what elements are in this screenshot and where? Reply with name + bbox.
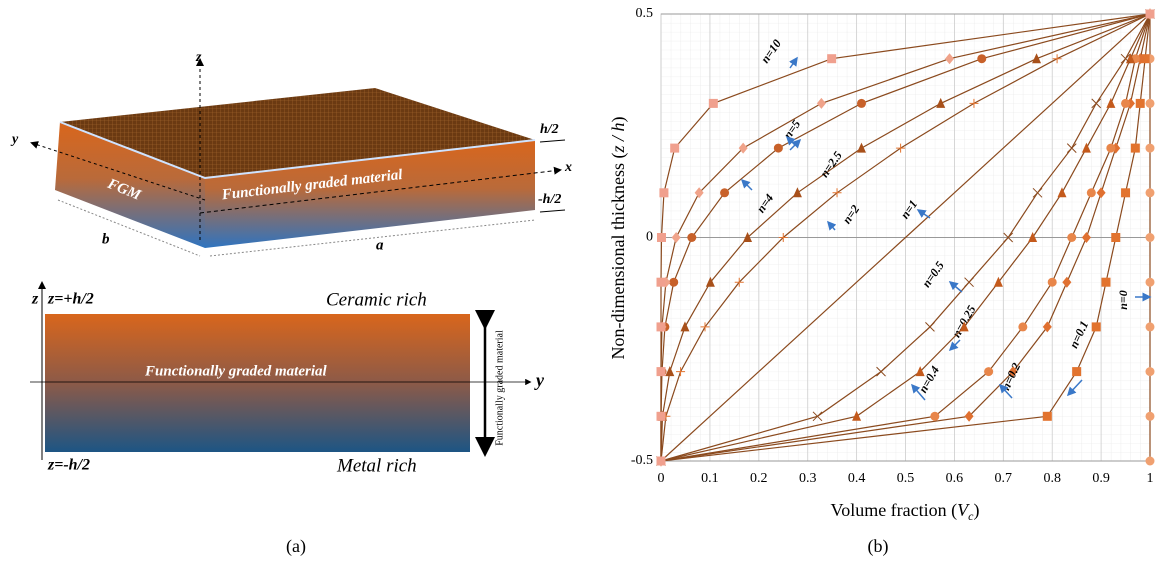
point	[930, 412, 939, 421]
point	[1067, 233, 1076, 242]
x-tick-label: 1	[1147, 471, 1154, 486]
point	[1146, 412, 1155, 421]
point	[1146, 322, 1155, 331]
point	[1146, 233, 1155, 242]
point	[1146, 99, 1155, 108]
point	[669, 278, 678, 287]
point	[774, 144, 783, 153]
tick	[540, 140, 565, 142]
point	[1072, 367, 1081, 376]
point	[1146, 10, 1155, 19]
series-label: n=0	[1116, 290, 1130, 310]
section: z z=+h/2 Ceramic rich Functionally grade…	[30, 283, 545, 476]
point	[1146, 457, 1155, 466]
y-label-close: )	[608, 117, 629, 123]
chart: Volume fraction (Vc) Non-dimensional thi…	[608, 6, 1154, 523]
point	[709, 99, 718, 108]
point	[657, 412, 666, 421]
y-label-symbol: z / h	[608, 123, 628, 154]
point	[1106, 144, 1115, 153]
label: Functionally graded material	[494, 330, 505, 446]
label: z=-h/2	[47, 457, 90, 474]
point	[977, 54, 986, 63]
x-tick-label: 0.5	[897, 471, 915, 486]
y-tick-label: 0	[646, 230, 653, 245]
point	[670, 144, 679, 153]
point	[1146, 367, 1155, 376]
x-tick-label: 0.9	[1092, 471, 1110, 486]
label: y	[534, 370, 545, 390]
point	[1146, 188, 1155, 197]
point	[1048, 278, 1057, 287]
x-tick-label: 0.1	[701, 471, 719, 486]
section-block	[45, 314, 470, 452]
label: b	[102, 231, 110, 247]
x-label-text: Volume fraction (	[831, 500, 958, 521]
point	[1092, 322, 1101, 331]
x-tick-label: 0	[658, 471, 665, 486]
point	[1111, 233, 1120, 242]
point	[1146, 144, 1155, 153]
label: a	[376, 237, 384, 253]
point	[687, 233, 696, 242]
label: z	[31, 291, 39, 308]
figure: z y x h/2 -h/2 FGM Functionally graded m…	[0, 0, 1157, 561]
point	[1146, 278, 1155, 287]
point	[1136, 99, 1145, 108]
point	[1131, 144, 1140, 153]
point	[1101, 278, 1110, 287]
label: Ceramic rich	[326, 289, 427, 310]
x-axis-label: Volume fraction (Vc)	[831, 500, 980, 523]
y-axis-label: Non-dimensional thickness (z / h)	[608, 117, 629, 360]
caption: (b)	[868, 536, 889, 557]
slab: z y x h/2 -h/2 FGM Functionally graded m…	[10, 50, 572, 256]
x-tick-label: 0.2	[750, 471, 768, 486]
label: h/2	[540, 122, 559, 137]
point	[827, 54, 836, 63]
x-tick-label: 0.3	[799, 471, 817, 486]
point	[657, 367, 666, 376]
x-tick-label: 0.8	[1043, 471, 1061, 486]
label: Functionally graded material	[144, 363, 328, 379]
label: x	[564, 160, 572, 175]
label: z	[195, 50, 202, 65]
point	[1121, 99, 1130, 108]
point	[657, 278, 666, 287]
x-tick-label: 0.7	[995, 471, 1013, 486]
point	[657, 457, 666, 466]
point	[1121, 188, 1130, 197]
point	[657, 322, 666, 331]
x-tick-label: 0.6	[946, 471, 964, 486]
point	[857, 99, 866, 108]
label: y	[10, 132, 19, 147]
label: Metal rich	[336, 455, 417, 476]
y-label-text: Non-dimensional thickness (	[608, 153, 629, 360]
point	[1087, 188, 1096, 197]
y-tick-label: -0.5	[631, 453, 653, 468]
tick	[540, 210, 565, 212]
point	[659, 188, 668, 197]
x-label-close: )	[973, 500, 979, 521]
point	[984, 367, 993, 376]
point	[1043, 412, 1052, 421]
point	[657, 233, 666, 242]
x-tick-label: 0.4	[848, 471, 866, 486]
point	[720, 188, 729, 197]
label: z=+h/2	[47, 291, 94, 308]
caption: (a)	[286, 536, 306, 557]
y-tick-label: 0.5	[636, 6, 654, 21]
label: -h/2	[538, 192, 561, 207]
page: {"diagram": {"top_axes": {"z": "z", "y":…	[0, 0, 1157, 561]
point	[1018, 322, 1027, 331]
